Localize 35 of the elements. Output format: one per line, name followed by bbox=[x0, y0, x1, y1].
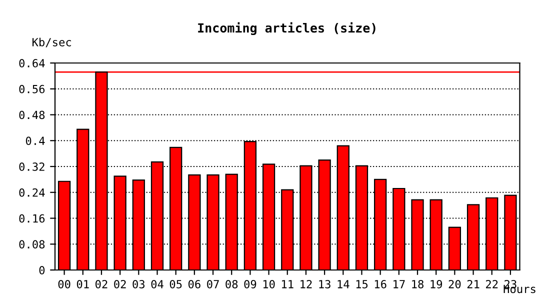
chart-title: Incoming articles (size) bbox=[198, 22, 376, 36]
x-tick-label: 15 bbox=[356, 280, 368, 288]
x-tick-label: 02 bbox=[114, 280, 126, 288]
x-tick-label: 22 bbox=[486, 280, 498, 288]
x-tick-label: 18 bbox=[412, 280, 424, 288]
x-tick-label: 08 bbox=[226, 280, 238, 288]
x-tick-label: 10 bbox=[263, 280, 275, 288]
y-tick-label: 0.32 bbox=[19, 162, 44, 171]
y-tick-label: 0.64 bbox=[19, 59, 45, 68]
y-tick-label: 0.56 bbox=[19, 84, 45, 94]
y-tick-label: 0 bbox=[39, 266, 45, 274]
x-tick-label: 00 bbox=[58, 280, 70, 288]
y-tick-label: 0.24 bbox=[19, 188, 45, 197]
x-tick-label: 19 bbox=[430, 280, 442, 288]
x-tick-label: 03 bbox=[132, 280, 145, 288]
x-tick-label: 21 bbox=[467, 280, 480, 288]
y-tick-label: 0.16 bbox=[19, 214, 45, 223]
x-tick-label: 01 bbox=[76, 280, 89, 288]
x-tick-label: 06 bbox=[188, 280, 200, 288]
x-tick-label: 02 bbox=[96, 280, 108, 288]
y-axis-title: Kb/sec bbox=[32, 38, 71, 48]
x-tick-label: 07 bbox=[207, 280, 219, 288]
x-tick-label: 11 bbox=[282, 280, 294, 288]
x-tick-label: 20 bbox=[448, 280, 461, 288]
y-tick-label: 0.48 bbox=[19, 110, 45, 120]
x-tick-label: 04 bbox=[151, 280, 164, 288]
x-tick-label: 05 bbox=[170, 280, 182, 288]
x-tick-label: 09 bbox=[244, 280, 256, 288]
x-tick-label: 12 bbox=[300, 280, 312, 288]
y-tick-label: 0.4 bbox=[26, 136, 45, 146]
x-tick-label: 13 bbox=[319, 280, 330, 288]
x-tick-label: 16 bbox=[374, 280, 386, 288]
x-tick-label: 17 bbox=[394, 280, 405, 288]
y-tick-label: 0.08 bbox=[19, 240, 45, 249]
x-tick-label: 14 bbox=[338, 280, 350, 288]
